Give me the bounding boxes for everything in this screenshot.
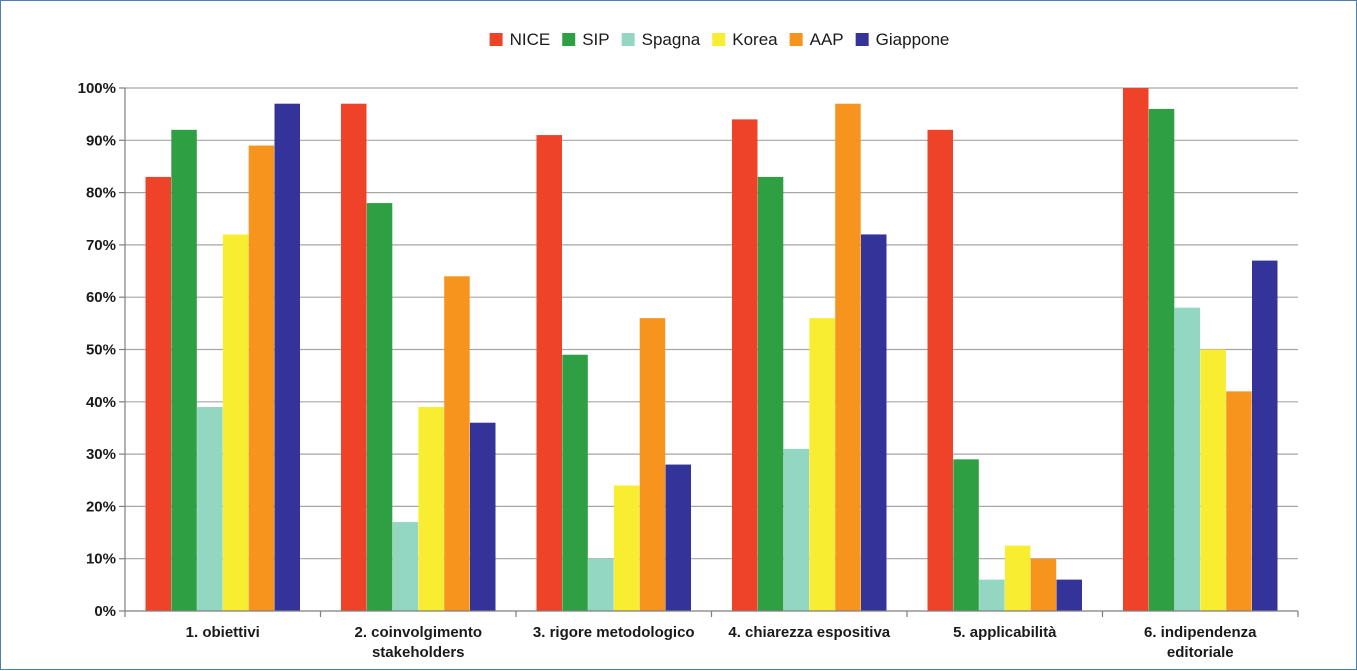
legend-item: Spagna — [621, 30, 701, 49]
x-category-label: 6. indipendenza editoriale — [1144, 624, 1257, 661]
bar — [835, 103, 861, 611]
y-tick-label: 50% — [86, 342, 116, 359]
y-tick-label: 20% — [86, 498, 116, 515]
y-tick-label: 30% — [86, 446, 116, 463]
legend-item: NICE — [489, 30, 551, 49]
legend-swatch — [712, 33, 726, 46]
bar — [562, 354, 588, 611]
bar — [392, 522, 419, 611]
y-tick-label: 60% — [86, 289, 116, 306]
y-axis-ticks: 0% 10% 20% 30% 40% 50% 60% 70% 80% 90% 100% — [78, 80, 125, 620]
x-category-label: 2. coinvolgimento stakeholders — [354, 624, 482, 661]
legend-label: Spagna — [642, 30, 701, 49]
legend-swatch — [621, 33, 635, 46]
bar — [639, 318, 666, 611]
bar — [222, 234, 249, 611]
bar — [953, 459, 979, 611]
bar — [444, 276, 470, 611]
bar — [1226, 391, 1252, 611]
bar — [613, 485, 640, 611]
y-tick-label: 10% — [86, 551, 116, 568]
bars — [145, 88, 1278, 612]
bar — [861, 234, 887, 611]
legend-swatch — [789, 33, 803, 46]
bar — [171, 129, 197, 611]
bar — [1200, 349, 1226, 611]
legend-label: NICE — [510, 30, 551, 49]
legend-swatch — [489, 33, 503, 46]
legend: NICE SIP Spagna Korea AAP Giappone — [489, 30, 950, 49]
legend-label: Korea — [732, 30, 778, 49]
legend-item: AAP — [789, 30, 844, 49]
bar — [588, 558, 614, 611]
y-tick-label: 90% — [86, 132, 116, 149]
legend-item: SIP — [562, 30, 610, 49]
legend-item: Korea — [712, 30, 778, 49]
x-category-label: 1. obiettivi — [186, 624, 260, 641]
bar — [1174, 307, 1201, 611]
y-tick-label: 80% — [86, 185, 116, 202]
bar — [665, 464, 691, 611]
x-category-label: 5. applicabilità — [953, 624, 1057, 641]
y-tick-label: 0% — [94, 603, 116, 620]
legend-label: SIP — [582, 30, 609, 49]
bar — [732, 119, 758, 611]
bar — [274, 103, 300, 611]
bar — [418, 407, 444, 611]
bar — [366, 203, 393, 611]
bar — [809, 318, 835, 611]
bar — [1252, 260, 1278, 611]
bar — [536, 135, 562, 611]
bar — [248, 145, 275, 611]
legend-label: Giappone — [876, 30, 950, 49]
x-category-label: 3. rigore metodologico — [533, 624, 695, 641]
bar — [197, 407, 223, 611]
y-tick-label: 70% — [86, 237, 116, 254]
legend-label: AAP — [810, 30, 844, 49]
bar — [470, 422, 496, 611]
bar — [1148, 108, 1175, 612]
x-axis-labels: 1. obiettivi 2. coinvolgimento stakeholder… — [124, 611, 1299, 661]
bar — [757, 176, 784, 611]
bar — [1004, 545, 1031, 611]
bar — [927, 129, 953, 611]
gridlines — [125, 87, 1298, 560]
x-category-label: 4. chiarezza espositiva — [728, 624, 890, 641]
legend-swatch — [562, 33, 576, 46]
bar — [1030, 558, 1057, 611]
bar — [1123, 88, 1149, 611]
y-tick-label: 40% — [86, 394, 116, 411]
bar — [979, 579, 1005, 611]
legend-item: Giappone — [855, 30, 950, 49]
bar — [1056, 579, 1082, 611]
legend-swatch — [855, 33, 869, 46]
bar — [341, 103, 367, 611]
bar — [783, 448, 810, 611]
y-tick-label: 100% — [78, 80, 116, 97]
bar — [145, 176, 171, 611]
